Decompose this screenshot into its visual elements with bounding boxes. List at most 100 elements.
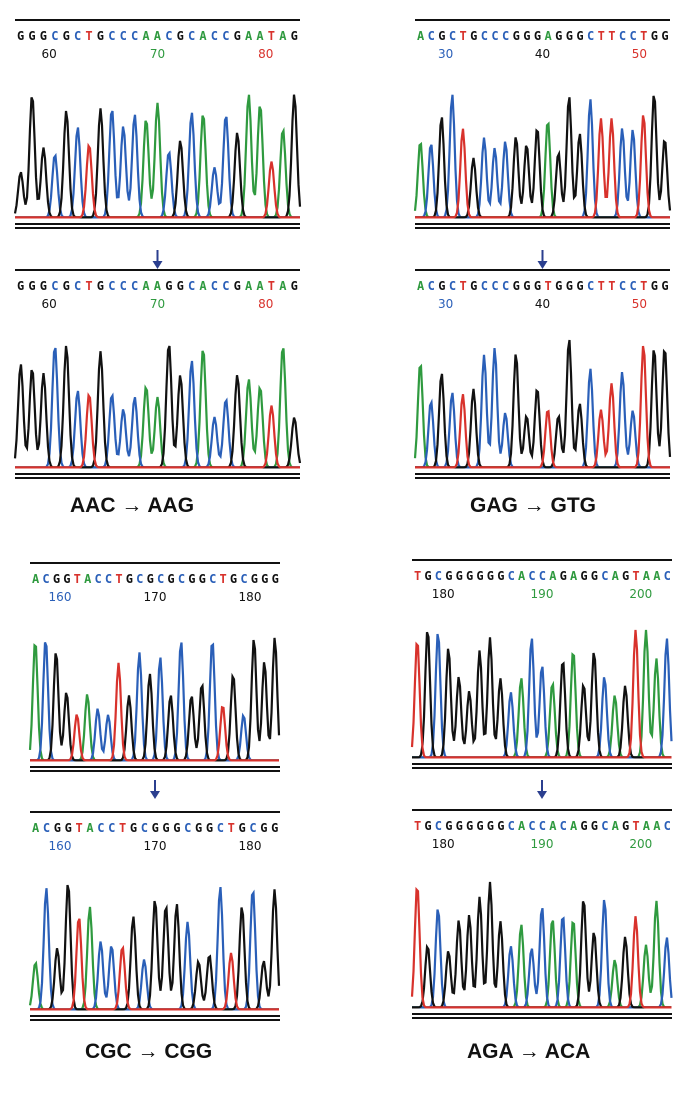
base: C [42,572,49,586]
base: C [222,279,229,293]
base: G [230,572,237,586]
base: C [51,279,58,293]
base: G [622,819,629,833]
base: G [661,29,668,43]
position-number: 170 [144,590,167,604]
base: G [271,821,278,835]
position-number: 70 [150,47,165,61]
base: C [630,279,637,293]
position-number: 160 [49,839,72,853]
base: G [97,279,104,293]
base: C [491,279,498,293]
base: A [653,569,661,583]
base: C [619,29,626,43]
base: A [545,29,553,43]
base: G [466,819,473,833]
base: G [63,279,70,293]
base: G [580,569,587,583]
arrow-head [537,261,548,269]
base: G [497,569,504,583]
base: C [108,821,115,835]
position-number: 80 [258,47,273,61]
arrow-head [150,791,160,799]
base: G [173,821,180,835]
base: A [32,572,40,586]
base: G [576,279,583,293]
base: A [245,29,253,43]
arrow-head [152,261,163,269]
base: A [256,279,264,293]
base: T [460,29,467,43]
base: G [534,29,541,43]
base: C [619,279,626,293]
base: T [608,279,615,293]
base: C [43,821,50,835]
base: G [470,279,477,293]
base: C [560,819,567,833]
base: T [640,279,647,293]
base: G [251,572,258,586]
position-number: 170 [144,839,167,853]
base: C [508,819,515,833]
base: G [513,279,520,293]
position-number: 190 [531,837,554,851]
base: G [651,29,658,43]
base: G [147,572,154,586]
base: G [487,569,494,583]
position-number: 180 [432,587,455,601]
base: G [651,279,658,293]
base: G [234,279,241,293]
base: A [142,29,150,43]
base: C [601,819,608,833]
base: C [502,279,509,293]
base: C [120,279,127,293]
position-number: 50 [632,297,647,311]
base: G [199,572,206,586]
base: G [456,569,463,583]
base: C [108,279,115,293]
base: A [32,821,40,835]
base: A [86,821,94,835]
base: C [188,279,195,293]
base: C [157,572,164,586]
position-number: 40 [535,297,550,311]
base: G [591,569,598,583]
base: T [640,29,647,43]
base: A [279,29,287,43]
base: C [539,569,546,583]
position-number: 50 [632,47,647,61]
base: A [612,819,620,833]
base: G [291,29,298,43]
base: G [291,279,298,293]
base: G [497,819,504,833]
base: C [222,29,229,43]
trace [415,115,670,219]
base: T [268,29,275,43]
base: C [141,821,148,835]
base: C [108,29,115,43]
base: G [566,29,573,43]
base: A [549,819,557,833]
base: C [630,29,637,43]
trace [30,918,279,1011]
position-number: 80 [258,297,273,311]
base: G [177,29,184,43]
base: G [476,819,483,833]
base: A [279,279,287,293]
position-number: 60 [42,297,57,311]
base: C [481,29,488,43]
base: G [456,819,463,833]
base: G [165,279,172,293]
position-number: 180 [432,837,455,851]
base: T [545,279,552,293]
mutation-label: CGC → CGG [85,1040,212,1063]
base: G [438,279,445,293]
base: G [17,29,24,43]
base: T [632,819,639,833]
base: G [272,572,279,586]
base: C [491,29,498,43]
base: T [220,572,227,586]
